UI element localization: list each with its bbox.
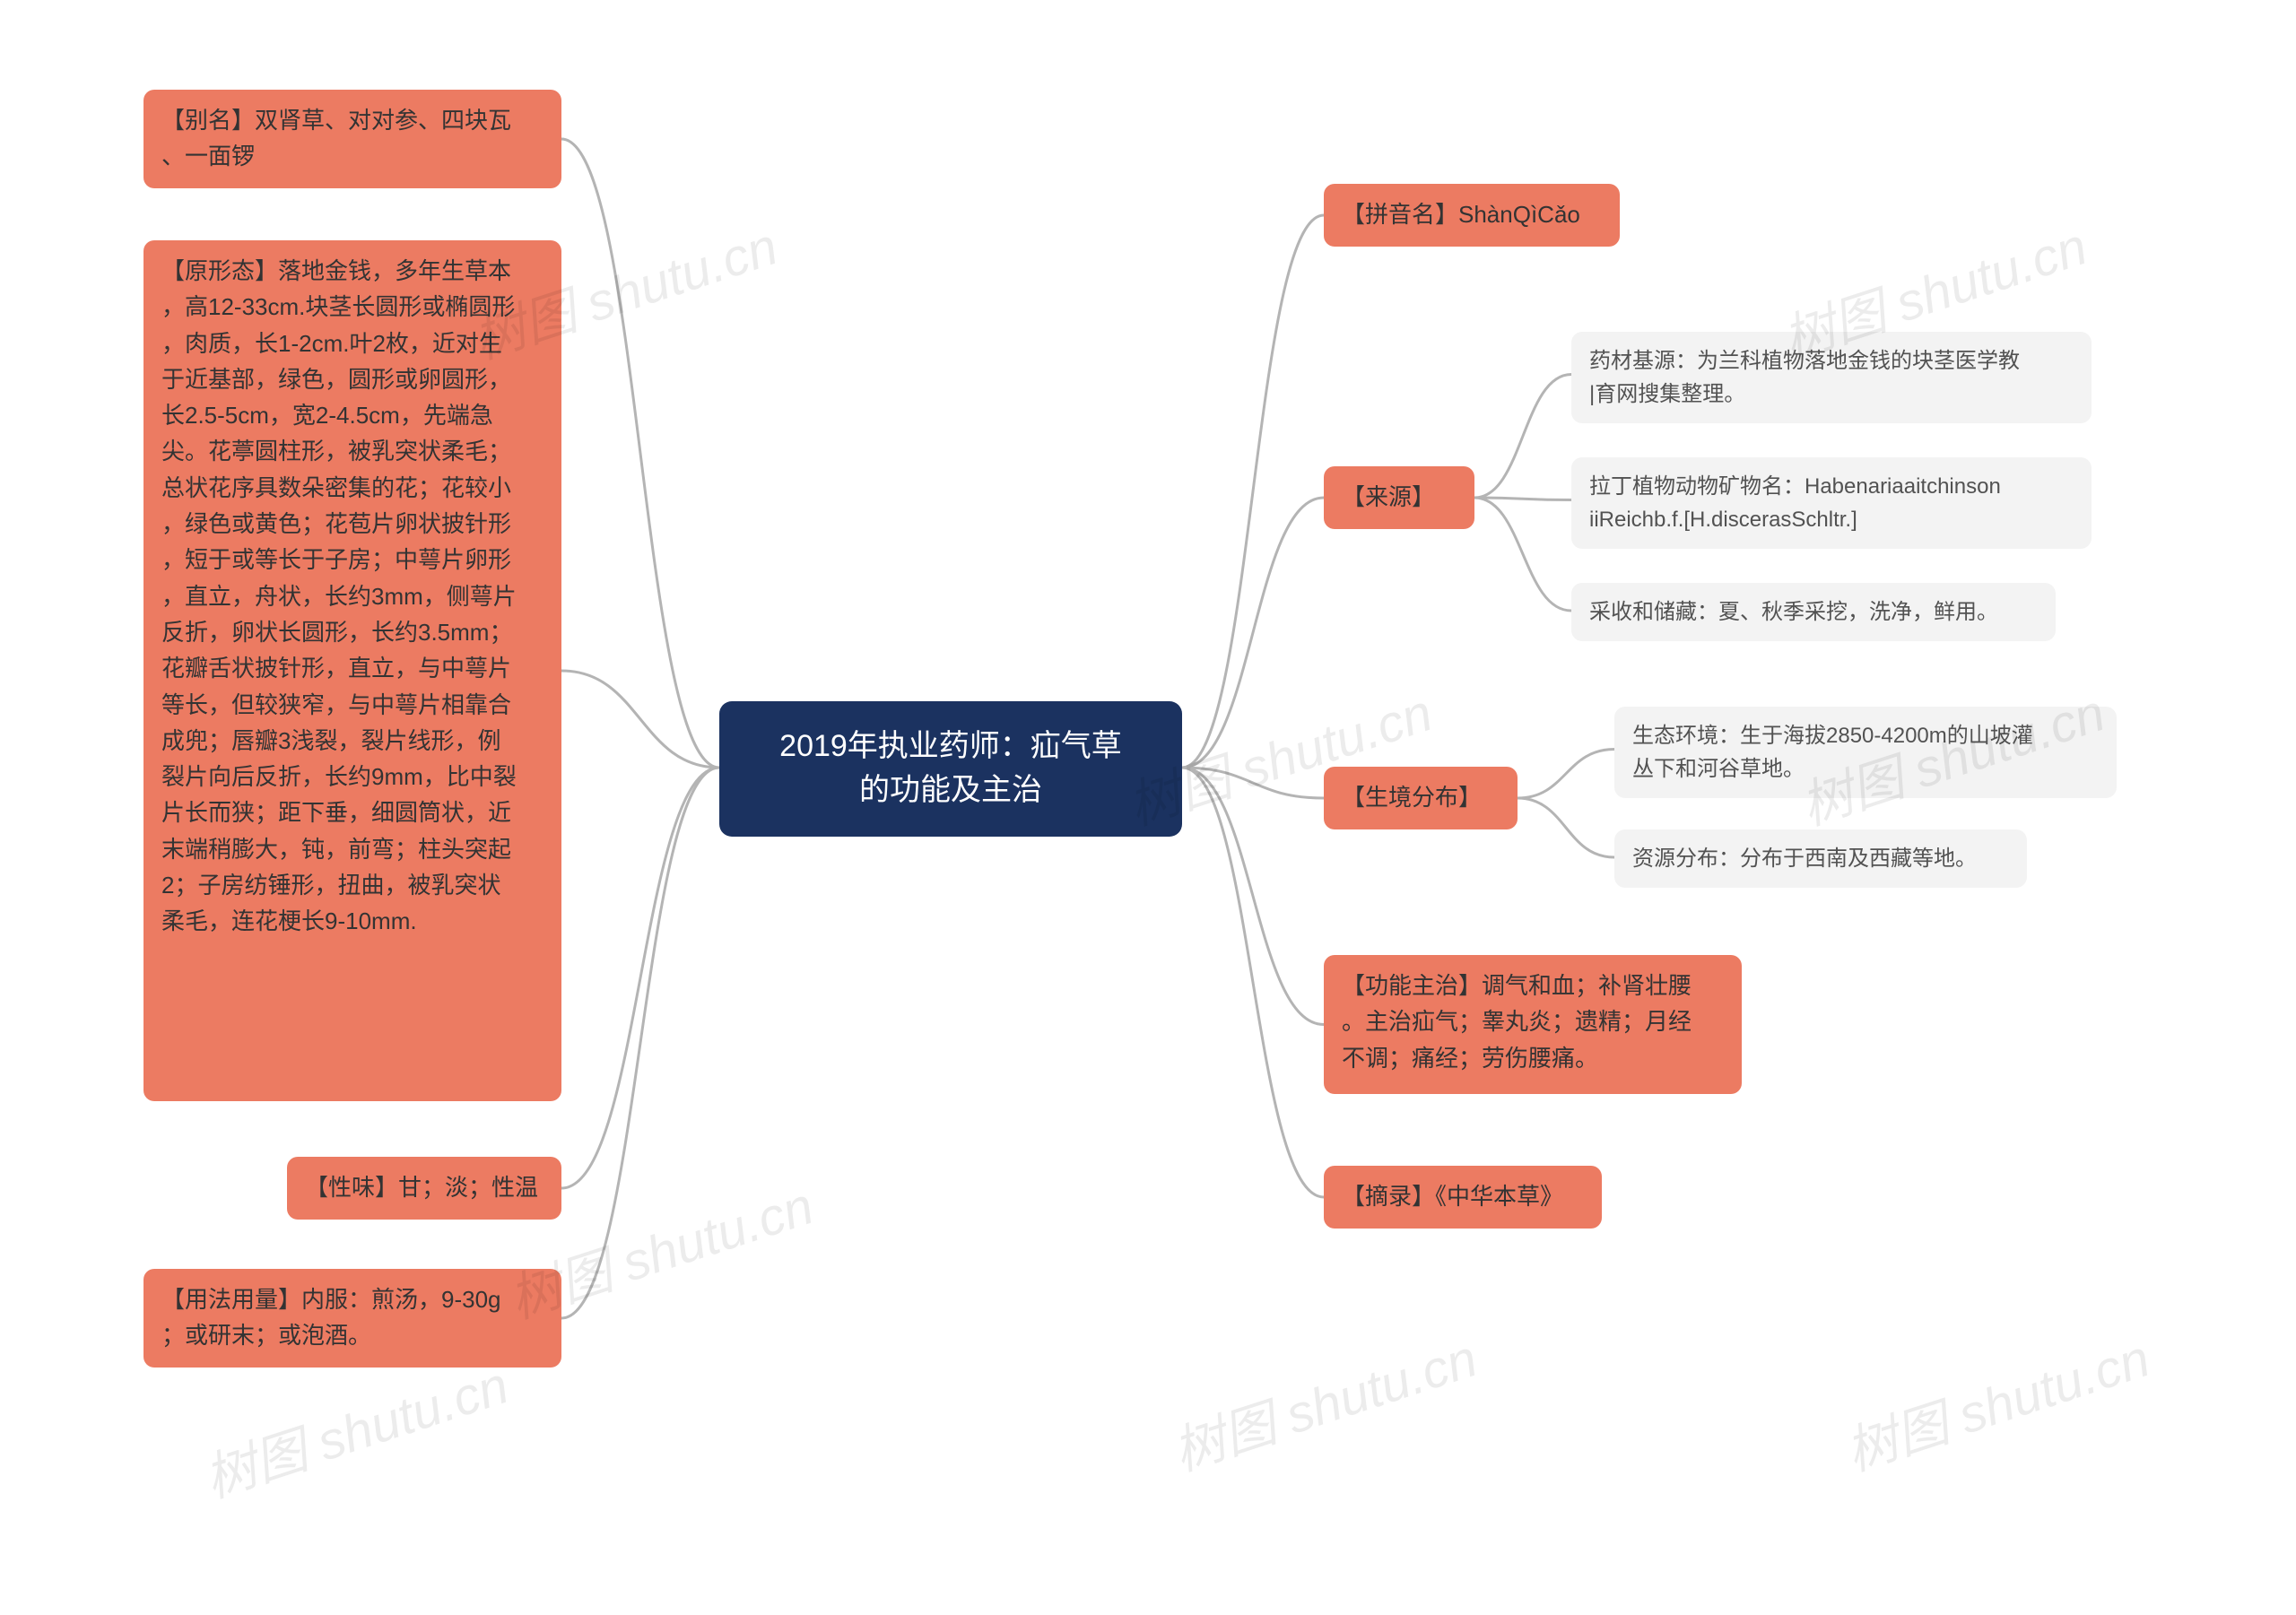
node-pinyin: 【拼音名】ShànQìCǎo bbox=[1324, 184, 1620, 247]
node-taste: 【性味】甘；淡；性温 bbox=[287, 1157, 561, 1220]
node-habitat-child-0: 生态环境：生于海拔2850-4200m的山坡灌 丛下和河谷草地。 bbox=[1614, 707, 2117, 798]
watermark: 树图 shutu.cn bbox=[1162, 1316, 1485, 1485]
node-habitat-child-1: 资源分布：分布于西南及西藏等地。 bbox=[1614, 829, 2027, 888]
node-source: 【来源】 bbox=[1324, 466, 1474, 529]
node-source-child-1: 拉丁植物动物矿物名：Habenariaaitchinson iiReichb.f… bbox=[1571, 457, 2092, 549]
node-habitat: 【生境分布】 bbox=[1324, 767, 1518, 829]
node-function: 【功能主治】调气和血；补肾壮腰 。主治疝气；睾丸炎；遗精；月经 不调；痛经；劳伤… bbox=[1324, 955, 1742, 1094]
mindmap-canvas: 2019年执业药师：疝气草 的功能及主治 【别名】双肾草、对对参、四块瓦 、一面… bbox=[0, 0, 2296, 1615]
watermark: 树图 shutu.cn bbox=[1835, 1316, 2158, 1485]
watermark: 树图 shutu.cn bbox=[194, 1343, 517, 1512]
root-node: 2019年执业药师：疝气草 的功能及主治 bbox=[719, 701, 1182, 837]
node-usage: 【用法用量】内服：煎汤，9-30g ；或研末；或泡酒。 bbox=[144, 1269, 561, 1368]
node-source-child-0: 药材基源：为兰科植物落地金钱的块茎医学教 |育网搜集整理。 bbox=[1571, 332, 2092, 423]
node-alias: 【别名】双肾草、对对参、四块瓦 、一面锣 bbox=[144, 90, 561, 188]
node-source-child-2: 采收和储藏：夏、秋季采挖，洗净，鲜用。 bbox=[1571, 583, 2056, 641]
node-morphology: 【原形态】落地金钱，多年生草本 ，高12-33cm.块茎长圆形或椭圆形 ，肉质，… bbox=[144, 240, 561, 1101]
node-excerpt: 【摘录】《中华本草》 bbox=[1324, 1166, 1602, 1229]
